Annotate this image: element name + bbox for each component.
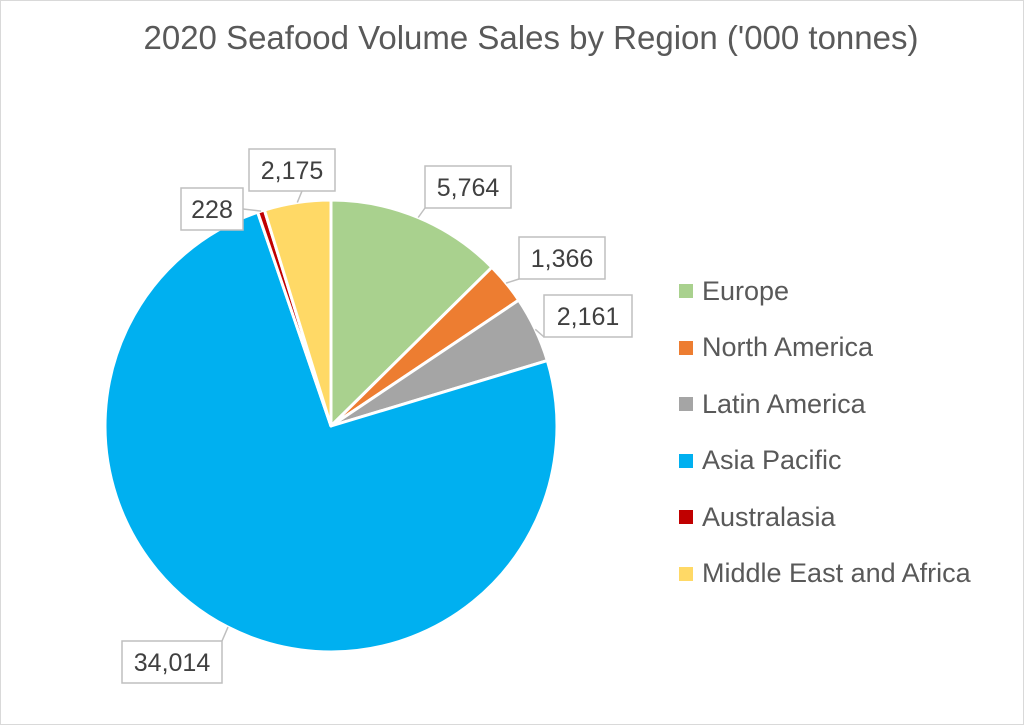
data-labels: 5,764 1,366 2,161 34,014 228 2,175 bbox=[121, 148, 633, 684]
legend-item-australasia: Australasia bbox=[679, 489, 971, 546]
leader-line-north-america bbox=[505, 278, 520, 284]
legend-item-europe: Europe bbox=[679, 263, 971, 320]
pie-slice-europe bbox=[329, 198, 494, 428]
leader-line-europe bbox=[417, 207, 426, 218]
data-label-box-latin-america bbox=[543, 294, 633, 338]
legend-swatch-middle-east-and-africa bbox=[679, 566, 693, 581]
legend-label-australasia: Australasia bbox=[702, 501, 836, 532]
data-label-latin-america: 2,161 bbox=[557, 303, 620, 331]
legend-item-middle-east-and-africa: Middle East and Africa bbox=[679, 546, 971, 603]
data-label-box-north-america bbox=[518, 236, 606, 280]
leader-line-asia-pacific bbox=[221, 626, 229, 642]
legend-label-middle-east-and-africa: Middle East and Africa bbox=[702, 558, 971, 589]
legend-swatch-europe bbox=[679, 284, 693, 299]
legend-label-asia-pacific: Asia Pacific bbox=[702, 445, 842, 476]
legend-item-latin-america: Latin America bbox=[679, 376, 971, 433]
data-label-north-america: 1,366 bbox=[531, 245, 594, 273]
data-label-europe: 5,764 bbox=[437, 174, 500, 202]
legend: Europe North America Latin America Asia Pac… bbox=[679, 263, 971, 602]
legend-swatch-asia-pacific bbox=[679, 453, 693, 468]
legend-swatch-australasia bbox=[679, 510, 693, 525]
data-label-box-europe bbox=[424, 165, 512, 209]
data-label-box-asia-pacific bbox=[121, 640, 223, 684]
pie-slice-middle-east-and-africa bbox=[262, 198, 333, 428]
pie-slice-asia-pacific bbox=[103, 210, 559, 654]
data-label-box-middle-east-and-africa bbox=[248, 148, 336, 192]
legend-item-north-america: North America bbox=[679, 320, 971, 377]
legend-item-asia-pacific: Asia Pacific bbox=[679, 433, 971, 490]
leader-line-latin-america bbox=[534, 328, 545, 338]
data-label-box-australasia bbox=[180, 187, 244, 231]
chart-title: 2020 Seafood Volume Sales by Region ('00… bbox=[143, 19, 919, 56]
legend-swatch-latin-america bbox=[679, 397, 693, 412]
data-label-asia-pacific: 34,014 bbox=[134, 649, 211, 677]
pie-slices bbox=[103, 198, 559, 654]
legend-label-latin-america: Latin America bbox=[702, 388, 866, 419]
data-label-australasia: 228 bbox=[191, 196, 233, 224]
leader-line-australasia bbox=[242, 208, 262, 212]
data-label-middle-east-and-africa: 2,175 bbox=[261, 157, 324, 185]
legend-label-europe: Europe bbox=[702, 275, 790, 306]
legend-label-north-america: North America bbox=[702, 332, 874, 363]
label-leader-lines bbox=[221, 190, 545, 642]
legend-swatch-north-america bbox=[679, 340, 693, 355]
leader-line-middle-east-and-africa bbox=[296, 190, 303, 203]
